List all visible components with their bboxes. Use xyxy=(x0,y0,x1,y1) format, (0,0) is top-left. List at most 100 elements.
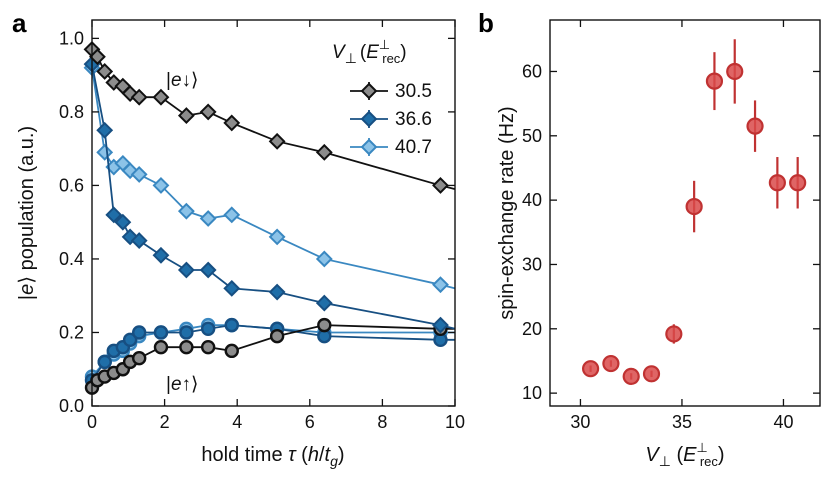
point-up-30.5 xyxy=(131,351,147,366)
point-down-40.7 xyxy=(130,165,148,183)
point-down-36.6 xyxy=(199,261,217,279)
x-tick-label: 8 xyxy=(377,412,387,432)
panel-a-frame xyxy=(91,19,456,407)
x-tick-label: 40 xyxy=(773,412,793,432)
rate-marker xyxy=(665,325,683,343)
legend-markers xyxy=(350,82,388,156)
y-tick-label: 1.0 xyxy=(59,28,84,48)
point-down-30.5 xyxy=(223,114,241,132)
panel-b-ylabel: spin-exchange rate (Hz) xyxy=(496,106,518,319)
panel-b-ticks: 30 35 40 10 20 30 40 50 60 xyxy=(522,20,820,432)
rate-marker xyxy=(705,72,724,90)
point-down-30.5 xyxy=(89,48,106,66)
point-down-36.6 xyxy=(130,232,148,249)
annotation-e-up: |e↑⟩ xyxy=(166,374,198,395)
point-down-30.5 xyxy=(315,143,333,161)
point-down-40.7 xyxy=(432,276,449,294)
point-down-36.6 xyxy=(96,121,114,139)
x-tick-label: 2 xyxy=(160,412,170,432)
rate-point xyxy=(705,52,724,111)
series-up-36.6 xyxy=(84,317,455,388)
point-down-40.7 xyxy=(152,177,170,194)
rate-point xyxy=(602,354,620,373)
y-tick-label: 10 xyxy=(522,383,542,403)
rate-point xyxy=(582,360,600,378)
point-down-30.5 xyxy=(96,63,114,80)
y-tick-label: 0.4 xyxy=(59,249,84,269)
point-up-30.5 xyxy=(179,339,194,355)
point-down-30.5 xyxy=(268,132,286,150)
x-tick-label: 4 xyxy=(232,412,242,432)
rate-point xyxy=(726,39,744,104)
panel-b-frame xyxy=(549,19,821,407)
point-down-40.7 xyxy=(223,206,241,224)
point-down-40.7 xyxy=(315,250,333,268)
point-up-30.5 xyxy=(224,343,239,359)
panel-a-xlabel: hold time τ (h/tg) xyxy=(201,444,344,469)
point-down-40.7 xyxy=(268,228,286,246)
x-tick-label: 6 xyxy=(305,412,315,432)
point-down-30.5 xyxy=(130,88,148,106)
rate-point xyxy=(665,324,683,344)
rate-point xyxy=(642,365,661,383)
point-down-36.6 xyxy=(114,213,132,231)
point-up-36.6 xyxy=(97,354,112,370)
panel-a: a 0 2 4 6 8 10 0.0 0.2 0.4 0.6 0.8 1.0 hold time τ … xyxy=(12,8,465,469)
point-up-36.6 xyxy=(200,321,216,336)
rate-marker xyxy=(746,117,764,135)
y-tick-label: 20 xyxy=(522,319,542,339)
point-down-40.7 xyxy=(199,210,217,227)
panel-a-legend: V⊥ (E⊥ rec) 30.5 36.6 40.7 xyxy=(332,37,432,158)
point-up-36.6 xyxy=(153,325,169,340)
point-up-30.5 xyxy=(317,317,332,333)
rate-point xyxy=(685,180,703,233)
point-up-30.5 xyxy=(200,339,216,355)
legend-marker xyxy=(360,138,378,156)
y-tick-label: 50 xyxy=(522,126,542,146)
point-up-36.6 xyxy=(179,325,194,340)
panel-a-label: a xyxy=(12,8,27,38)
y-tick-label: 40 xyxy=(522,190,542,210)
legend-entry-2: 36.6 xyxy=(395,109,432,130)
y-tick-label: 0.2 xyxy=(59,322,84,342)
rate-marker xyxy=(582,360,600,378)
x-tick-label: 35 xyxy=(672,412,692,432)
y-tick-label: 0.8 xyxy=(59,102,84,122)
point-down-36.6 xyxy=(105,206,123,224)
point-up-36.6 xyxy=(131,325,147,340)
y-tick-label: 0.6 xyxy=(59,175,84,195)
point-down-36.6 xyxy=(432,316,449,334)
legend-marker xyxy=(360,82,378,100)
point-down-36.6 xyxy=(223,279,241,297)
x-tick-label: 0 xyxy=(87,412,97,432)
point-down-36.6 xyxy=(268,283,286,301)
series-down-40.7 xyxy=(83,59,456,294)
legend-entry-1: 30.5 xyxy=(395,81,432,102)
y-tick-label: 30 xyxy=(522,254,542,274)
rate-marker xyxy=(622,367,640,386)
point-down-40.7 xyxy=(177,202,195,220)
rate-marker xyxy=(789,174,807,192)
panel-a-ticks: 0 2 4 6 8 10 0.0 0.2 0.4 0.6 0.8 1.0 xyxy=(59,20,465,432)
y-tick-label: 0.0 xyxy=(59,396,84,416)
rate-point xyxy=(746,100,764,152)
annotation-e-down: |e↓⟩ xyxy=(166,70,198,91)
point-down-30.5 xyxy=(432,177,449,194)
panel-a-ylabel: |e⟩ population (a.u.) xyxy=(16,126,38,300)
legend-entry-3: 40.7 xyxy=(395,137,432,158)
point-up-36.6 xyxy=(224,317,239,333)
panel-b-xlabel: V⊥ (E⊥ rec) xyxy=(645,440,724,469)
point-down-36.6 xyxy=(177,261,195,279)
point-down-30.5 xyxy=(152,88,170,106)
panel-a-data xyxy=(83,40,456,395)
point-down-40.7 xyxy=(96,143,114,161)
rate-marker xyxy=(602,354,620,373)
rate-point xyxy=(622,367,640,386)
rate-marker xyxy=(642,365,661,383)
point-down-36.6 xyxy=(152,246,170,264)
panel-b-data xyxy=(582,39,807,386)
x-tick-label: 30 xyxy=(570,412,590,432)
series-down-36.6 xyxy=(83,55,456,334)
rate-point xyxy=(768,157,786,209)
